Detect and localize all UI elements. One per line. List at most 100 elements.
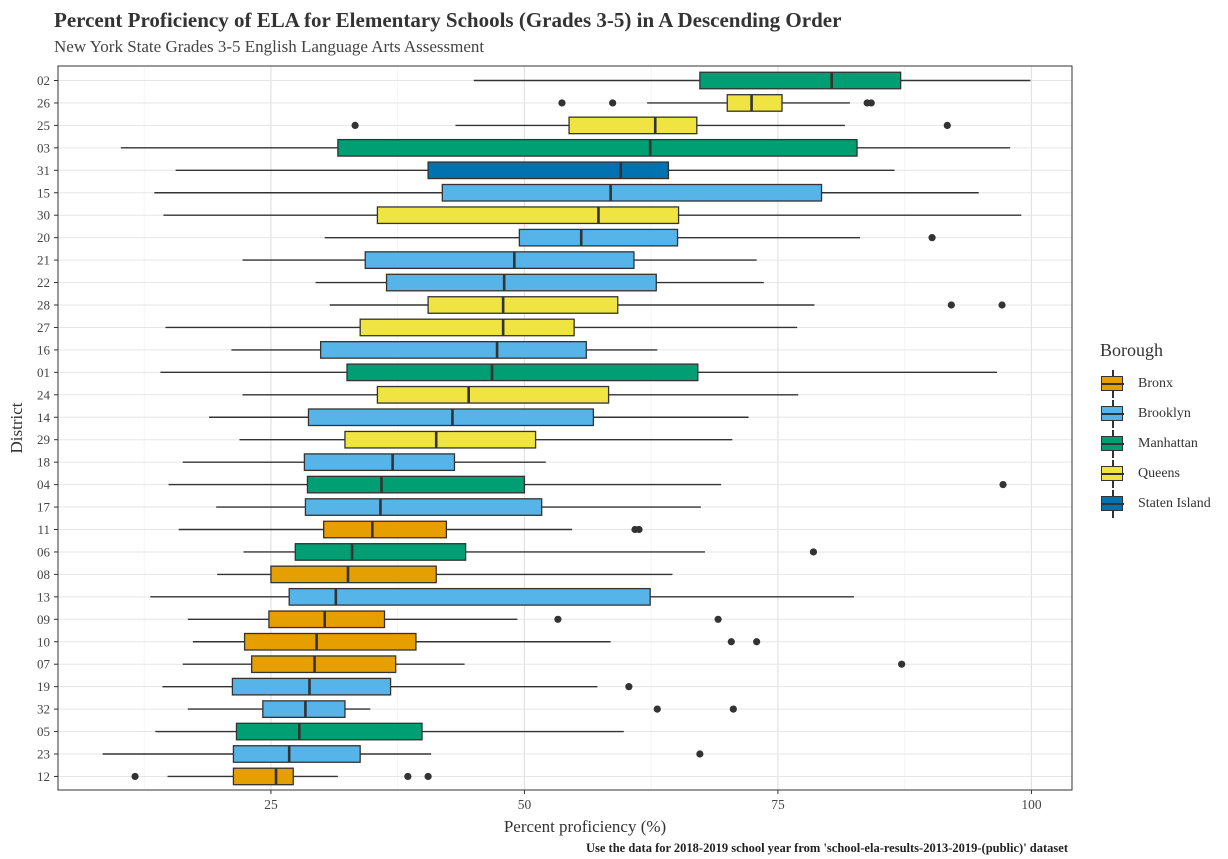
box-district-11 [178,520,643,539]
iqr-box [699,71,902,90]
iqr-box [232,767,294,786]
iqr-box [319,340,587,359]
iqr-box [726,94,783,112]
iqr-box [270,565,437,584]
outlier-point [625,683,633,691]
box-district-13 [150,587,854,606]
y-axis-label: District [7,402,26,453]
legend-item: Staten Island [1100,489,1211,519]
y-tick-label: 24 [37,387,51,402]
y-tick-label: 04 [37,477,51,492]
box-district-04 [168,475,1007,494]
y-tick-label: 20 [37,230,50,245]
y-tick-label: 28 [37,298,50,313]
outlier-point [404,772,412,781]
y-tick-label: 13 [37,589,50,604]
legend-key [1100,489,1126,519]
box-district-02 [473,71,1031,90]
box-district-12 [131,767,432,786]
y-tick-label: 26 [37,95,51,110]
outlier-point [727,638,735,646]
box-district-24 [242,385,799,404]
iqr-box [251,655,397,674]
y-tick-label: 31 [37,163,50,178]
x-tick-label: 100 [1021,797,1042,812]
box-district-31 [175,161,895,180]
y-tick-label: 06 [37,544,51,559]
box-district-07 [182,655,906,674]
y-tick-label: 14 [37,410,51,425]
iqr-box [232,745,361,763]
legend-key [1100,369,1126,399]
y-tick-label: 22 [37,275,50,290]
outlier-point [635,525,643,534]
y-tick-label: 19 [37,679,50,694]
y-tick-label: 23 [37,747,50,762]
iqr-box [243,632,417,651]
y-tick-label: 03 [37,140,50,155]
legend-key [1100,429,1126,459]
iqr-box [376,385,610,404]
box-district-19 [162,677,633,696]
y-tick-label: 09 [37,612,50,627]
box-district-20 [324,228,936,247]
iqr-box [337,138,858,157]
y-tick-label: 16 [37,342,51,357]
y-tick-label: 32 [37,702,50,717]
y-tick-label: 27 [37,320,51,335]
outlier-point [131,772,139,781]
outlier-point [999,481,1007,489]
legend-key [1100,459,1126,489]
iqr-box [231,677,392,696]
box-district-06 [243,543,818,561]
outlier-point [558,99,566,107]
y-tick-label: 02 [37,73,50,88]
outlier-point [998,301,1006,309]
iqr-box [303,453,456,472]
x-axis-label: Percent proficiency (%) [504,817,666,836]
legend: Borough Bronx Brooklyn Manhattan Queens Stat… [1100,340,1211,519]
box-district-03 [120,138,1011,157]
y-tick-label: 25 [37,118,50,133]
box-district-29 [239,430,733,449]
y-tick-label: 05 [37,724,50,739]
iqr-box [568,116,698,135]
iqr-box [427,296,619,314]
box-district-08 [217,565,673,584]
legend-item: Brooklyn [1100,399,1211,429]
box-district-17 [216,498,701,516]
outlier-point [753,638,761,646]
legend-label: Staten Island [1138,496,1211,511]
outlier-point [947,301,955,309]
y-tick-label: 17 [37,500,51,515]
box-district-18 [182,453,546,472]
outlier-point [696,750,704,758]
iqr-box [364,251,635,270]
outlier-point [809,548,818,556]
box-district-23 [102,745,704,763]
iqr-box [306,475,526,494]
iqr-box [385,273,657,292]
iqr-box [288,587,651,606]
box-district-10 [192,632,761,651]
legend-label: Bronx [1138,376,1173,391]
x-tick-label: 50 [518,797,532,812]
outlier-point [609,99,617,107]
y-tick-label: 08 [37,567,50,582]
panel-border [57,65,1073,791]
y-tick-label: 01 [37,365,50,380]
y-tick-label: 12 [37,769,50,784]
outlier-point [424,772,432,781]
box-district-27 [165,318,798,337]
outlier-point [714,615,722,623]
box-district-25 [351,116,951,135]
legend-key [1100,399,1126,429]
box-district-16 [231,340,658,359]
iqr-box [323,520,448,539]
iqr-box [518,228,679,247]
outlier-point [867,99,875,107]
outlier-point [928,234,936,242]
legend-item: Bronx [1100,369,1211,399]
box-district-28 [329,296,1006,314]
